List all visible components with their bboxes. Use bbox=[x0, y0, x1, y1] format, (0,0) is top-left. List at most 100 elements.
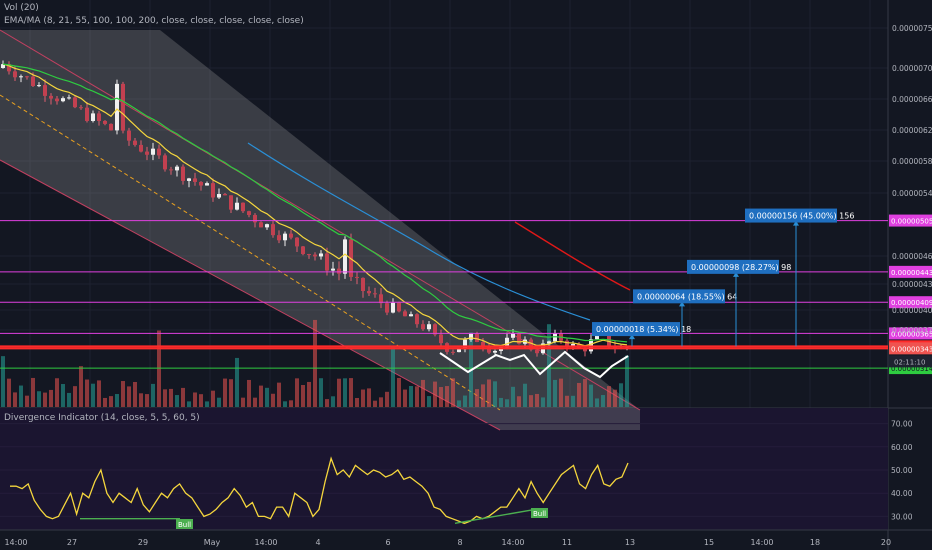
volume-bar bbox=[217, 397, 221, 407]
candle-body bbox=[361, 277, 365, 291]
bull-label: Bull bbox=[533, 510, 546, 518]
candle-body bbox=[241, 202, 245, 212]
candle-body bbox=[235, 202, 239, 210]
time-tick-label: 14:00 bbox=[501, 538, 524, 547]
volume-bar bbox=[307, 381, 311, 407]
volume-bar bbox=[157, 330, 161, 407]
candle-body bbox=[451, 351, 455, 353]
candle-body bbox=[127, 130, 131, 141]
bull-label-box bbox=[531, 508, 548, 518]
candle-body bbox=[475, 333, 479, 343]
candle-body bbox=[535, 349, 539, 354]
volume-bar bbox=[361, 389, 365, 407]
volume-bar bbox=[343, 378, 347, 407]
volume-bar bbox=[553, 379, 557, 407]
volume-bar bbox=[373, 400, 377, 407]
time-tick-label: 11 bbox=[562, 538, 572, 547]
time-tick-label: May bbox=[204, 538, 221, 547]
candle-body bbox=[295, 237, 299, 247]
volume-bar bbox=[457, 400, 461, 407]
candle-body bbox=[271, 224, 275, 236]
candle-body bbox=[583, 347, 587, 352]
osc-tick-label: 30.00 bbox=[891, 512, 913, 521]
candle-body bbox=[337, 268, 341, 274]
channel-lower bbox=[0, 159, 501, 431]
volume-bar bbox=[103, 397, 107, 407]
horizontal-levels: 0.00000505 0.00000443 0.00000409 0.00000365… bbox=[0, 214, 932, 375]
candle-body bbox=[379, 294, 383, 304]
volume-bar bbox=[619, 383, 623, 407]
projection-box bbox=[633, 289, 725, 304]
candle-body bbox=[163, 155, 167, 170]
volume-bar bbox=[415, 386, 419, 407]
time-tick-label: 13 bbox=[625, 538, 635, 547]
bull-label: Bull bbox=[178, 521, 191, 529]
price-tick-label: 0.00000370 bbox=[892, 326, 932, 335]
time-tag bbox=[889, 355, 932, 368]
volume-bar bbox=[1, 356, 5, 407]
volume-bar bbox=[337, 378, 341, 407]
volume-bar bbox=[325, 399, 329, 407]
time-tick-label: 4 bbox=[315, 538, 320, 547]
candle-body bbox=[301, 246, 305, 255]
volume-bar bbox=[289, 400, 293, 407]
candle-body bbox=[283, 233, 287, 241]
volume-bar bbox=[49, 389, 53, 407]
candle-body bbox=[391, 302, 395, 313]
candle-body bbox=[169, 169, 173, 171]
volume-bar bbox=[625, 355, 629, 407]
candle-body bbox=[7, 64, 11, 72]
volume-bar bbox=[265, 387, 269, 407]
level-tag-label: 0.00000343 bbox=[891, 345, 932, 353]
volume-bar bbox=[427, 396, 431, 407]
moving-averages bbox=[2, 63, 631, 347]
projection-arrowhead bbox=[733, 271, 739, 277]
volume-bar bbox=[601, 395, 605, 407]
candle-body bbox=[493, 350, 497, 353]
ema-8-line bbox=[2, 63, 628, 347]
level-tag-label: 0.00000443 bbox=[891, 269, 932, 277]
volume-bar bbox=[331, 396, 335, 407]
volume-bar bbox=[367, 388, 371, 407]
volume-bar bbox=[115, 394, 119, 407]
volume-bar bbox=[487, 379, 491, 407]
volume-bar bbox=[91, 383, 95, 407]
time-tick-label: 8 bbox=[457, 538, 462, 547]
volume-bar bbox=[583, 379, 587, 407]
candle-body bbox=[367, 290, 371, 294]
volume-bar bbox=[421, 379, 425, 407]
ema-55-line bbox=[247, 142, 591, 321]
volume-bar bbox=[535, 393, 539, 407]
candle-body bbox=[79, 107, 83, 109]
candle-body bbox=[331, 268, 335, 271]
level-tag-label: 0.00000505 bbox=[891, 218, 932, 226]
ema-legend: EMA/MA (8, 21, 55, 100, 100, 200, close,… bbox=[4, 16, 304, 26]
time-tick-label: 18 bbox=[810, 538, 820, 547]
channel-fill bbox=[0, 30, 640, 430]
volume-bar bbox=[517, 396, 521, 407]
candle-body bbox=[397, 302, 401, 312]
volume-bar bbox=[403, 389, 407, 407]
osc-tick-label: 60.00 bbox=[891, 443, 913, 452]
volume-bar bbox=[451, 378, 455, 407]
candle-body bbox=[481, 342, 485, 347]
volume-bar bbox=[349, 378, 353, 407]
candle-body bbox=[595, 334, 599, 340]
volume-bar bbox=[259, 385, 263, 407]
volume-bar bbox=[205, 401, 209, 407]
candle-body bbox=[133, 140, 137, 145]
volume-bar bbox=[505, 399, 509, 407]
volume-bar bbox=[79, 366, 83, 407]
level-tag bbox=[889, 214, 932, 227]
volume-bar bbox=[229, 379, 233, 407]
candle-body bbox=[253, 214, 257, 223]
candle-body bbox=[277, 235, 281, 241]
candle-body bbox=[211, 183, 215, 198]
volume-bar bbox=[529, 395, 533, 407]
